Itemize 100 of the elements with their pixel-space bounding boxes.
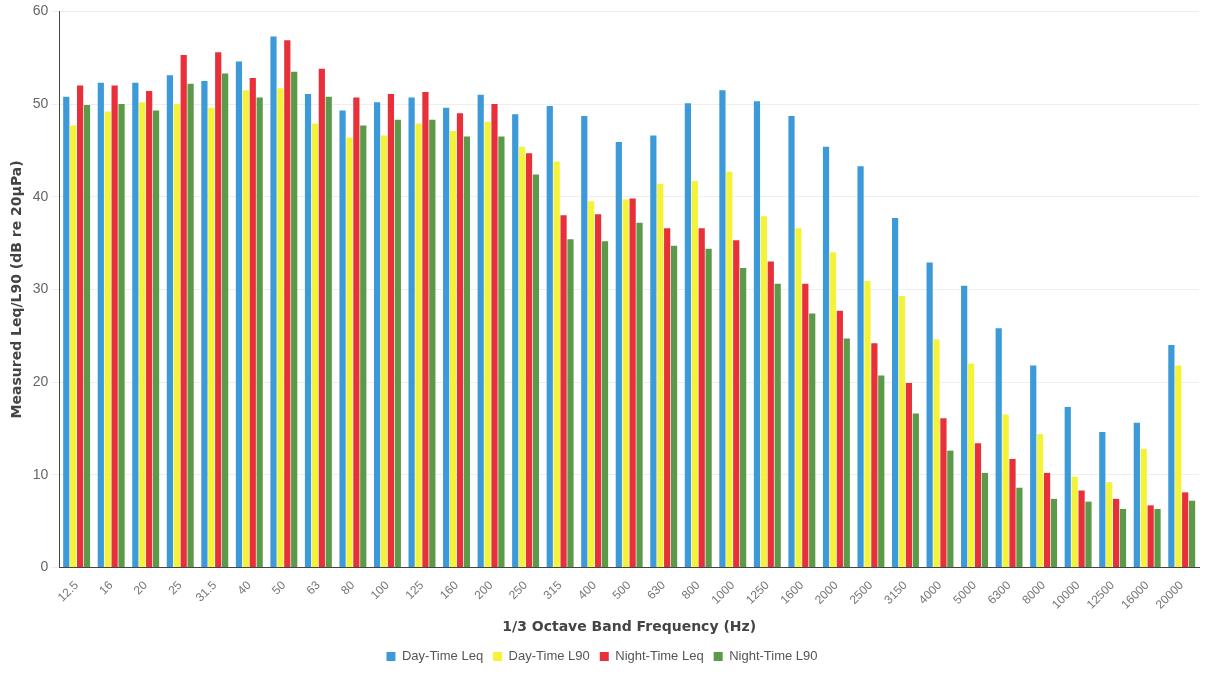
bar [201,80,208,567]
bar [1078,490,1085,567]
x-tick-label: 315 [540,577,565,603]
bar [146,91,153,567]
bar [104,111,111,567]
bar [560,215,567,567]
bar [912,413,919,567]
bar [318,68,325,567]
bar [967,363,975,567]
bar [719,90,726,567]
x-tick-label: 200 [471,577,496,603]
bar [415,123,422,567]
bar [1182,492,1189,567]
bar [311,123,319,567]
bar [1133,422,1140,567]
bar [498,136,505,567]
bar [947,450,954,567]
bar [291,71,298,567]
y-tick-label: 10 [32,465,49,482]
bar [1037,433,1044,567]
bar [567,239,574,567]
bar [484,121,491,567]
bar [270,36,277,567]
legend-label: Day-Time L90 [508,648,590,664]
bar [429,119,436,567]
bar [974,443,982,567]
bar [1043,472,1051,567]
x-tick-label: 16 [96,577,116,598]
bar [843,338,850,567]
x-tick-label: 100 [367,577,393,603]
x-tick-label: 80 [338,577,358,598]
x-tick-label: 630 [644,577,669,603]
bar [139,102,146,567]
bar [249,78,256,567]
y-tick-label: 0 [40,558,49,575]
bar [898,295,906,567]
bar [767,261,774,567]
bar [449,130,457,567]
x-tick-label: 500 [609,577,634,603]
bar [933,339,940,567]
y-tick-label: 20 [32,372,49,389]
bar [187,83,194,567]
bar [705,248,712,567]
x-tick-label: 63 [303,577,324,598]
x-tick-label: 50 [268,577,289,598]
bar [684,103,691,567]
x-tick-label: 400 [575,577,600,603]
bar [83,105,91,567]
bar [380,135,388,567]
y-tick-label: 50 [32,94,49,111]
y-tick-label: 30 [32,280,49,297]
bar [940,418,947,567]
y-tick-label: 60 [32,2,49,19]
bar [76,85,84,567]
bar [463,136,470,567]
bar [394,119,401,567]
bar [871,343,878,567]
bar [519,146,526,567]
bar [1099,432,1106,567]
bar [477,94,484,567]
bar [97,82,104,567]
bar [698,228,705,567]
x-tick-label: 800 [678,577,703,603]
bar [753,101,761,567]
bar [581,116,588,567]
bar [1175,365,1182,567]
bar [1085,501,1092,567]
bar [891,218,899,567]
bar [387,93,395,567]
bar [636,222,643,567]
bar [553,161,560,567]
bar [532,174,540,567]
bar [152,110,160,567]
bar [63,96,70,567]
bar [256,97,263,567]
bar [981,472,988,567]
bar [664,228,671,567]
bar [422,92,429,567]
bar [215,52,222,567]
legend-label: Night-Time L90 [729,648,818,664]
bar [615,142,622,567]
bar [926,262,933,567]
bar [1009,459,1016,567]
bar [995,328,1002,567]
bar [836,310,843,567]
bar [774,283,781,567]
bar [857,166,864,567]
bar [1064,407,1071,567]
bar [657,183,664,567]
bar [1030,365,1037,567]
bar [353,97,360,567]
bar [595,214,602,567]
bar [525,153,533,567]
bar [173,104,180,567]
bar [512,114,519,567]
bar [346,137,353,567]
bar [829,252,837,567]
bar [961,285,968,567]
bar [491,104,498,567]
x-tick-label: 25 [165,577,185,598]
